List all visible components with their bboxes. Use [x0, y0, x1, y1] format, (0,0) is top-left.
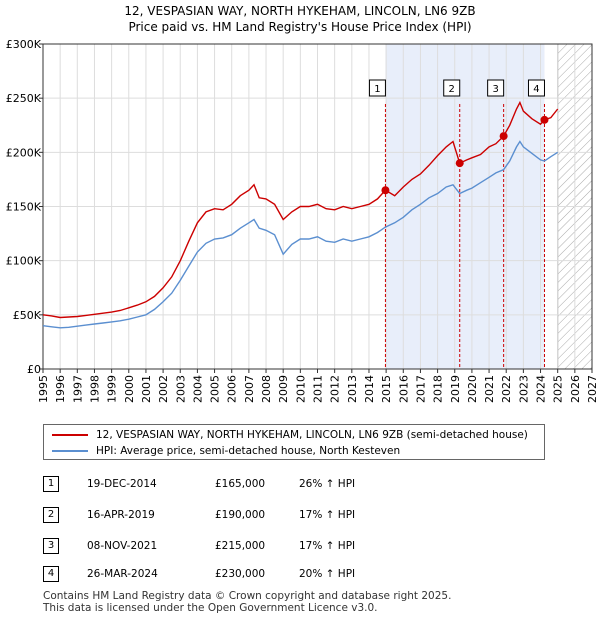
legend-label-hpi: HPI: Average price, semi-detached house,… [96, 445, 401, 457]
sale-number-badge: 3 [43, 538, 59, 554]
sale-number-badge: 2 [43, 507, 59, 523]
sale-number-badge: 1 [43, 476, 59, 492]
x-tick-label: 2013 [346, 375, 359, 403]
x-tick-label: 2015 [380, 375, 393, 403]
legend-swatch-hpi [52, 450, 88, 452]
chart-title-line1: 12, VESPASIAN WAY, NORTH HYKEHAM, LINCOL… [124, 4, 476, 18]
sale-point [499, 132, 508, 141]
sale-label-box [527, 79, 545, 97]
footer-line2: This data is licensed under the Open Gov… [43, 602, 378, 614]
x-tick-label: 2024 [535, 375, 548, 403]
x-tick-label: 1999 [106, 375, 119, 403]
legend-item-hpi: HPI: Average price, semi-detached house,… [52, 443, 400, 459]
sale-label: 2 [449, 84, 455, 95]
x-tick-label: 2026 [569, 375, 582, 403]
y-tick-label: £300K [6, 38, 42, 51]
sale-point [381, 186, 390, 195]
y-tick-label: £50K [13, 309, 42, 322]
sale-date: 26-MAR-2024 [87, 568, 158, 580]
legend-swatch-property [52, 434, 88, 436]
x-tick-label: 1998 [88, 375, 101, 403]
x-tick-label: 2002 [157, 375, 170, 403]
x-tick-label: 2012 [329, 375, 342, 403]
y-tick-label: £100K [6, 255, 42, 268]
sale-hpi-diff: 20% ↑ HPI [299, 568, 356, 580]
x-tick-label: 2010 [294, 375, 307, 403]
x-tick-label: 2014 [363, 375, 376, 403]
x-tick-label: 2025 [552, 375, 565, 403]
x-tick-label: 1995 [37, 375, 50, 403]
x-tick-label: 1996 [54, 375, 67, 403]
legend-item-property: 12, VESPASIAN WAY, NORTH HYKEHAM, LINCOL… [52, 427, 528, 443]
y-tick-label: £150K [6, 201, 42, 214]
sales-table-row: 2 16-APR-2019 £190,000 17% ↑ HPI [43, 507, 563, 525]
sale-point [540, 115, 549, 124]
sale-label-box [487, 79, 505, 97]
chart-title-line2: Price paid vs. HM Land Registry's House … [128, 20, 472, 34]
price-chart: 1995 1996 1997 1998 1999 2000 2001 2002 2003 2004… [6, 38, 599, 403]
sales-table-row: 3 08-NOV-2021 £215,000 17% ↑ HPI [43, 538, 563, 556]
plot-frame [42, 43, 593, 370]
x-tick-label: 2006 [226, 375, 239, 403]
sale-label: 4 [533, 84, 539, 95]
sale-hpi-diff: 17% ↑ HPI [299, 509, 356, 521]
sales-table-row: 1 19-DEC-2014 £165,000 26% ↑ HPI [43, 476, 563, 494]
x-tick-label: 2009 [277, 375, 290, 403]
sale-number-badge: 4 [43, 566, 59, 582]
sale-hpi-diff: 17% ↑ HPI [299, 540, 356, 552]
x-tick-label: 2017 [414, 375, 427, 403]
x-tick-label: 1997 [71, 375, 84, 403]
x-tick-label: 2021 [483, 375, 496, 403]
x-tick-label: 2008 [260, 375, 273, 403]
y-tick-label: £250K [6, 92, 42, 105]
x-tick-label: 2005 [209, 375, 222, 403]
x-tick-label: 2007 [243, 375, 256, 403]
sale-price: £165,000 [215, 478, 266, 490]
series-line-hpi [42, 140, 559, 329]
footer-line1: Contains HM Land Registry data © Crown c… [43, 590, 452, 602]
sale-hpi-diff: 26% ↑ HPI [299, 478, 356, 490]
sale-price: £230,000 [215, 568, 266, 580]
sale-label-box [443, 79, 461, 97]
sale-date: 08-NOV-2021 [87, 540, 158, 552]
series-line-property [42, 100, 559, 319]
sale-date: 16-APR-2019 [87, 509, 155, 521]
x-tick-label: 2020 [466, 375, 479, 403]
footer-attribution: Contains HM Land Registry data © Crown c… [43, 590, 451, 614]
x-tick-label: 2019 [449, 375, 462, 403]
sales-table-row: 4 26-MAR-2024 £230,000 20% ↑ HPI [43, 566, 563, 584]
x-tick-label: 2023 [517, 375, 530, 403]
y-tick-label: £200K [6, 146, 42, 159]
x-tick-label: 2011 [312, 375, 325, 403]
x-tick-label: 2004 [191, 375, 204, 403]
sale-price: £215,000 [215, 540, 266, 552]
sale-label: 3 [492, 84, 498, 95]
sale-label: 1 [374, 84, 380, 95]
x-tick-label: 2001 [140, 375, 153, 403]
x-tick-label: 2000 [123, 375, 136, 403]
x-tick-label: 2022 [500, 375, 513, 403]
x-tick-label: 2003 [174, 375, 187, 403]
x-tick-label: 2027 [586, 375, 599, 403]
sale-price: £190,000 [215, 509, 266, 521]
x-tick-label: 2018 [432, 375, 445, 403]
y-tick-label: £0 [27, 363, 41, 376]
x-tick-label: 2016 [397, 375, 410, 403]
sale-label-box [368, 79, 386, 97]
sale-date: 19-DEC-2014 [87, 478, 157, 490]
legend-label-property: 12, VESPASIAN WAY, NORTH HYKEHAM, LINCOL… [96, 429, 528, 441]
sale-point [455, 159, 464, 168]
legend: 12, VESPASIAN WAY, NORTH HYKEHAM, LINCOL… [43, 424, 545, 460]
